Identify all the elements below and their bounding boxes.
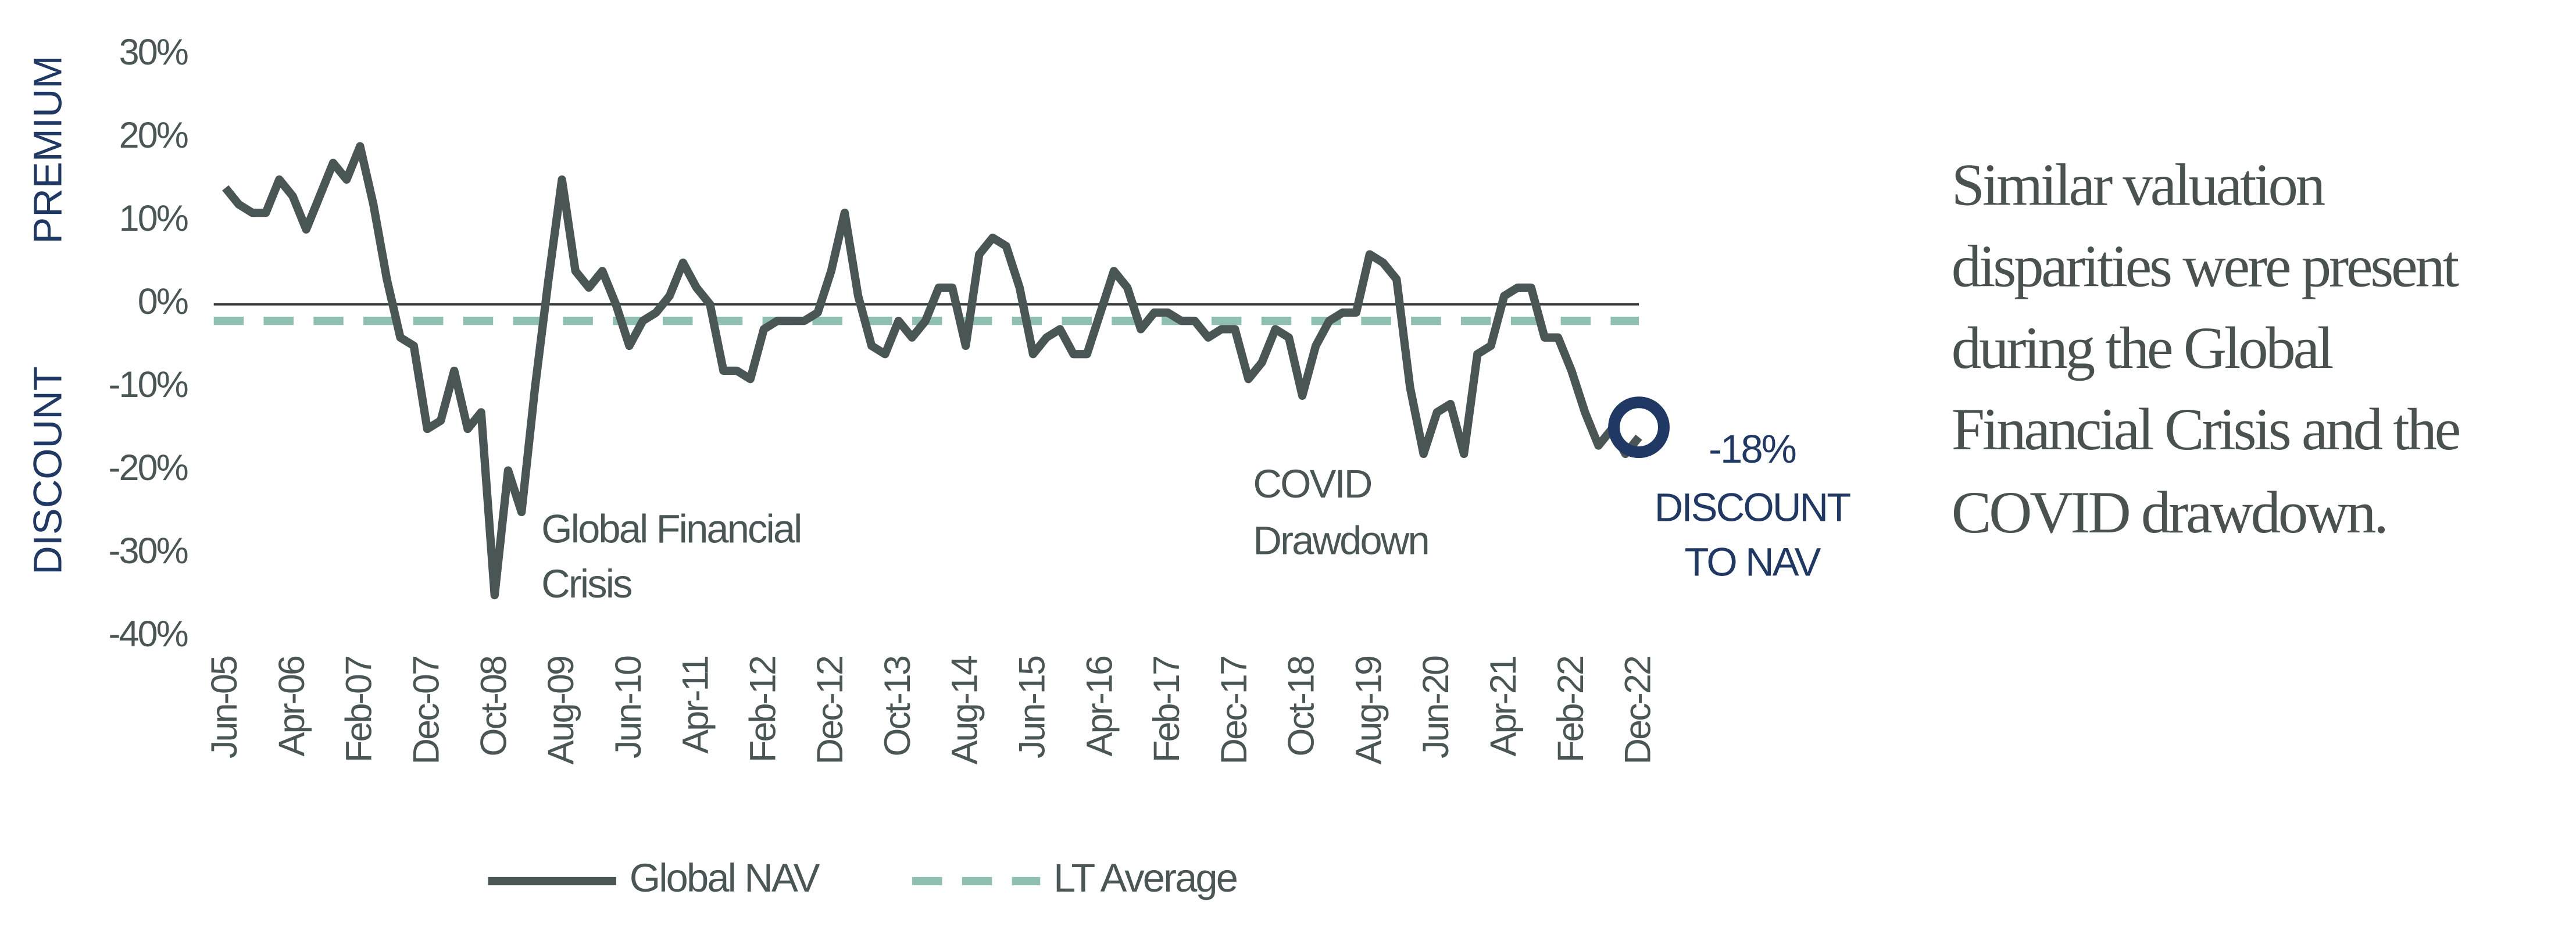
commentary: COVID drawdown. xyxy=(1952,480,2386,546)
x-tick-label: Apr-11 xyxy=(676,657,716,754)
latest-marker xyxy=(1608,396,1670,459)
discount-label: DISCOUNT xyxy=(25,366,70,574)
x-tick-label: Jun-20 xyxy=(1416,656,1456,758)
x-tick-label: Apr-06 xyxy=(271,656,312,757)
y-tick-label: -20% xyxy=(108,448,187,488)
x-tick-label: Feb-22 xyxy=(1550,657,1591,763)
x-tick-label: Dec-07 xyxy=(406,657,447,765)
x-tick-label: Aug-19 xyxy=(1348,657,1389,765)
x-tick-label: Jun-10 xyxy=(608,656,649,758)
annotation: TO NAV xyxy=(1685,540,1821,585)
y-tick-label: -40% xyxy=(108,614,187,654)
x-tick-label: Jun-05 xyxy=(204,656,245,758)
x-tick-label: Feb-17 xyxy=(1146,657,1187,763)
x-tick-label: Apr-21 xyxy=(1483,657,1524,757)
y-tick-label: 10% xyxy=(119,198,188,239)
x-tick-label: Apr-16 xyxy=(1079,656,1120,757)
commentary: during the Global xyxy=(1952,315,2333,381)
x-tick-label: Feb-07 xyxy=(339,657,380,763)
x-tick-label: Jun-15 xyxy=(1012,656,1053,758)
y-tick-label: 30% xyxy=(119,32,188,73)
y-tick-label: 20% xyxy=(119,115,188,156)
annotation: COVID xyxy=(1253,461,1371,506)
y-tick-label: -30% xyxy=(108,531,187,571)
legend-label: Global NAV xyxy=(630,856,820,900)
legend-label: LT Average xyxy=(1053,856,1237,900)
annotation: Crisis xyxy=(541,561,631,606)
x-tick-label: Feb-12 xyxy=(742,657,783,763)
annotation: Drawdown xyxy=(1253,518,1428,563)
y-tick-label: -10% xyxy=(108,364,187,405)
annotation: -18% xyxy=(1709,427,1796,471)
x-tick-label: Aug-14 xyxy=(945,656,985,765)
x-tick-label: Dec-22 xyxy=(1618,657,1659,765)
x-tick-label: Dec-17 xyxy=(1214,657,1255,765)
series-line xyxy=(222,142,1642,600)
x-tick-label: Oct-13 xyxy=(877,656,918,756)
annotation: Global Financial xyxy=(541,506,801,551)
commentary: Similar valuation xyxy=(1952,152,2325,219)
commentary: Financial Crisis and the xyxy=(1952,396,2460,463)
y-tick-label: 0% xyxy=(138,281,188,322)
x-tick-label: Oct-18 xyxy=(1281,656,1322,756)
premium-label: PREMIUM xyxy=(25,55,70,244)
annotation: DISCOUNT xyxy=(1655,485,1851,529)
x-tick-label: Oct-08 xyxy=(473,656,514,756)
x-tick-label: Dec-12 xyxy=(810,657,851,765)
commentary: disparities were present xyxy=(1952,234,2459,300)
x-tick-label: Aug-09 xyxy=(541,657,581,765)
